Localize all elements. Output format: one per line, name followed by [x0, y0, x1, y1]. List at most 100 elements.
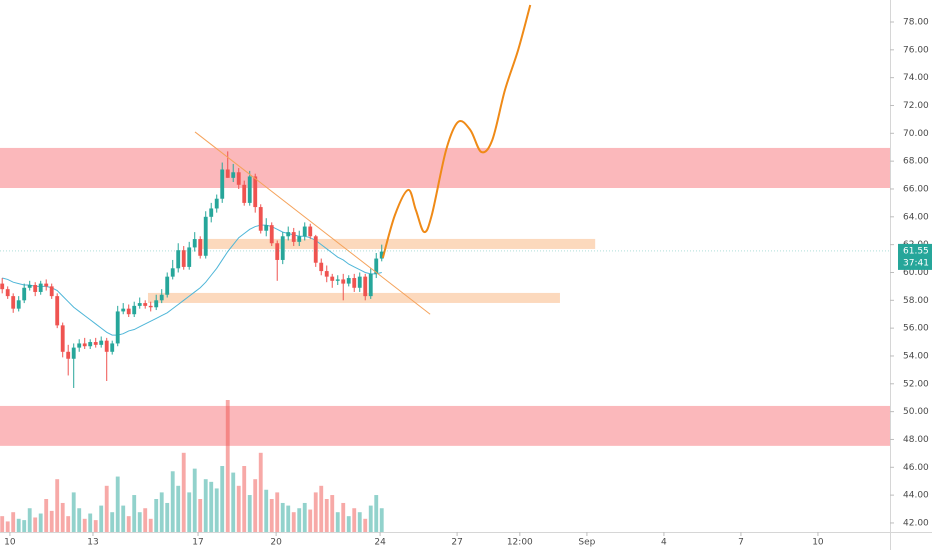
volume-bar	[225, 400, 230, 532]
volume-bar	[49, 510, 54, 532]
volume-bar	[275, 492, 280, 532]
volume-bar	[27, 508, 32, 532]
candle-body	[214, 198, 219, 209]
candle-body	[313, 236, 318, 263]
volume-bar	[60, 502, 65, 532]
volume-bar	[330, 495, 335, 532]
volume-bar	[110, 512, 115, 532]
volume-bar	[126, 516, 131, 532]
x-tick-label: 24	[374, 538, 386, 548]
y-tick-label: 68.00	[903, 157, 929, 167]
candle-body	[324, 271, 329, 277]
candle-body	[0, 283, 5, 290]
volume-bar	[247, 495, 252, 532]
x-tick-label: 4	[661, 538, 667, 548]
price-zone	[147, 292, 560, 303]
candle-body	[143, 303, 148, 306]
candle-body	[11, 296, 16, 309]
x-tick-label: 7	[738, 538, 744, 548]
x-tick-label: 20	[270, 538, 282, 548]
candle-body	[159, 294, 164, 301]
y-tick-label: 42.00	[903, 518, 929, 528]
y-tick-label: 66.00	[903, 184, 929, 194]
volume-bar	[11, 512, 16, 532]
x-tick-label: 10	[4, 538, 16, 548]
candle-body	[253, 176, 258, 208]
volume-bar	[5, 521, 10, 532]
candle-body	[66, 351, 71, 359]
volume-bar	[33, 517, 38, 532]
candle-body	[88, 342, 93, 347]
candle-body	[341, 279, 346, 284]
candle-body	[71, 347, 76, 359]
y-tick-label: 52.00	[903, 379, 929, 389]
volume-bar	[363, 518, 368, 532]
candle-body	[44, 283, 49, 287]
candle-body	[170, 268, 175, 277]
candle-body	[346, 278, 351, 284]
volume-bar	[82, 518, 87, 532]
volume-bar	[297, 508, 302, 532]
candle-body	[181, 250, 186, 267]
volume-bar	[374, 495, 379, 532]
x-tick-label: 13	[87, 538, 98, 548]
volume-bar	[264, 489, 269, 532]
candle-body	[99, 340, 104, 345]
volume-bar	[154, 499, 159, 532]
volume-bar	[121, 505, 126, 532]
y-tick-label: 64.00	[903, 212, 929, 222]
volume-bar	[319, 485, 324, 532]
volume-bar	[71, 492, 76, 532]
candle-body	[176, 250, 181, 269]
axes: 42.00 44.00 46.00 48.00 50.00 52.00 54.00 56.00…	[0, 17, 932, 548]
x-tick-label: 12:00	[507, 538, 533, 548]
price-zone	[200, 238, 596, 249]
volume-bar	[192, 468, 197, 532]
volume-bar	[209, 481, 214, 532]
volume-bar	[115, 476, 120, 532]
volume-bar	[258, 452, 263, 532]
candle-body	[247, 176, 252, 203]
candle-body	[374, 258, 379, 274]
volume-bar	[379, 508, 384, 532]
volume-bar	[341, 502, 346, 532]
candle-body	[242, 184, 247, 203]
candle-body	[368, 273, 373, 297]
candle-body	[357, 276, 362, 288]
candle-body	[203, 216, 208, 256]
candle-body	[49, 286, 54, 297]
volume-bar	[88, 513, 93, 532]
candle-body	[5, 289, 10, 297]
candle-body	[137, 303, 142, 306]
y-tick-label: 56.00	[903, 324, 929, 334]
volume-bar	[236, 485, 241, 532]
last-price-label: 61.55	[903, 246, 929, 256]
volume-bar	[302, 502, 307, 532]
x-tick-label: 10	[812, 538, 824, 548]
volume-bar	[214, 488, 219, 532]
candle-body	[38, 283, 43, 292]
candle-body	[187, 247, 192, 267]
candle-body	[115, 311, 120, 344]
y-tick-label: 76.00	[903, 45, 929, 55]
y-tick-label: 74.00	[903, 73, 929, 83]
volume-bar	[0, 516, 5, 532]
volume-bar	[198, 499, 203, 532]
volume-bar	[220, 466, 225, 532]
candle-body	[236, 172, 241, 185]
volume-bar	[187, 492, 192, 532]
volume-bar	[93, 520, 98, 532]
candle-body	[291, 232, 296, 242]
candle-body	[121, 308, 126, 312]
volume-bar	[148, 518, 153, 532]
candle-body	[154, 300, 159, 308]
volume-bar	[346, 516, 351, 532]
candle-body	[16, 300, 21, 309]
volume-bar	[165, 502, 170, 532]
y-tick-label: 46.00	[903, 463, 929, 473]
volume-bar	[242, 466, 247, 532]
countdown-label: 37:41	[903, 258, 929, 268]
volume-bar	[22, 520, 27, 532]
